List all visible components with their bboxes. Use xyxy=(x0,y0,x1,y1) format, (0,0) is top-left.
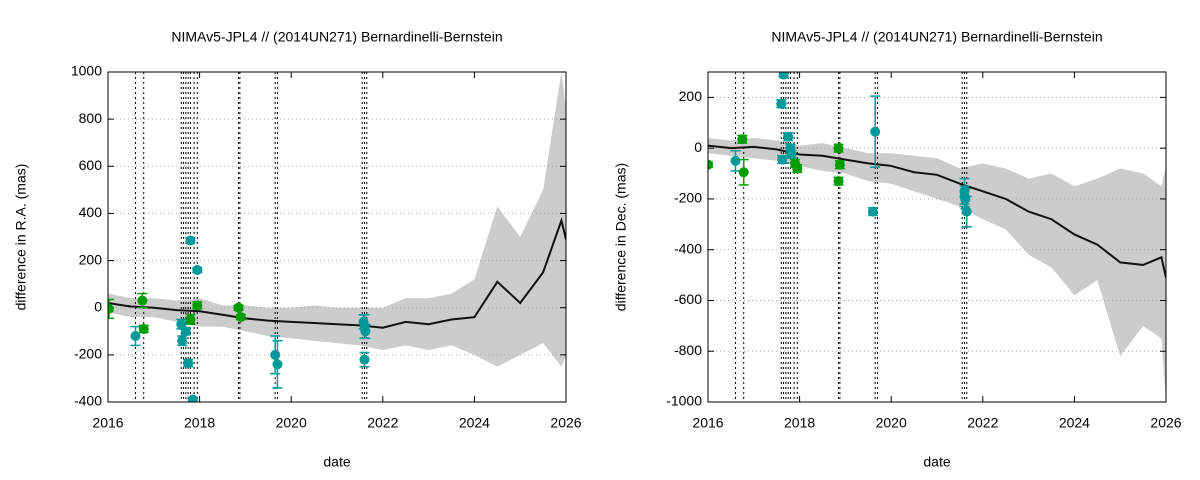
observation-point xyxy=(867,206,878,217)
observation-point xyxy=(233,302,244,313)
y-tick-label: 400 xyxy=(79,204,103,220)
y-tick-label: -800 xyxy=(674,342,702,358)
observation-point xyxy=(272,359,283,370)
y-tick-label: -400 xyxy=(674,240,702,256)
observation-point xyxy=(108,303,114,314)
x-tick-label: 2018 xyxy=(184,415,215,431)
observation-point xyxy=(778,72,789,80)
x-tick-label: 2022 xyxy=(967,415,998,431)
x-tick-label: 2024 xyxy=(459,415,490,431)
x-tick-label: 2016 xyxy=(92,415,123,431)
y-tick-label: 600 xyxy=(79,157,103,173)
x-tick-label: 2020 xyxy=(276,415,307,431)
observation-point xyxy=(177,335,188,346)
y-tick-label: 200 xyxy=(79,251,103,267)
y-tick-label: 800 xyxy=(79,110,103,126)
observation-point xyxy=(176,319,187,330)
observation-point xyxy=(270,349,281,360)
observation-point xyxy=(738,167,749,178)
observation-point xyxy=(960,193,971,204)
panel: NIMAv5-JPL4 // (2014UN271) Bernardinelli… xyxy=(13,29,582,470)
observation-point xyxy=(360,326,371,337)
y-tick-label: 0 xyxy=(694,139,702,155)
observation-point xyxy=(792,163,803,174)
observation-point xyxy=(783,131,794,142)
observation-point xyxy=(359,354,370,365)
observation-point xyxy=(786,149,797,160)
observation-point xyxy=(183,358,194,369)
x-tick-label: 2020 xyxy=(876,415,907,431)
observation-point xyxy=(137,295,148,306)
observation-point xyxy=(192,300,203,311)
y-tick-label: -600 xyxy=(674,291,702,307)
y-axis-label: difference in R.A. (mas) xyxy=(13,164,29,311)
observation-point xyxy=(870,126,881,137)
observation-point xyxy=(187,394,198,402)
model-line xyxy=(108,216,566,329)
x-tick-label: 2016 xyxy=(692,415,723,431)
observation-point xyxy=(358,316,369,327)
observation-point xyxy=(235,312,246,323)
observation-point xyxy=(185,235,196,246)
observation-point xyxy=(180,326,191,337)
plot-frame xyxy=(107,71,567,403)
observation-point xyxy=(130,331,141,341)
y-axis-label: difference in Dec. (mas) xyxy=(613,163,629,311)
observation-point xyxy=(833,176,844,187)
chart-title: NIMAv5-JPL4 // (2014UN271) Bernardinelli… xyxy=(771,29,1102,45)
x-axis-label: date xyxy=(923,454,950,470)
observation-point xyxy=(833,143,844,154)
y-tick-label: 200 xyxy=(679,88,703,104)
y-tick-label: 1000 xyxy=(71,63,102,79)
panel: NIMAv5-JPL4 // (2014UN271) Bernardinelli… xyxy=(613,29,1182,470)
y-tick-label: -200 xyxy=(74,346,102,362)
y-tick-label: 0 xyxy=(94,298,102,314)
observation-point xyxy=(192,265,203,275)
chart-title: NIMAv5-JPL4 // (2014UN271) Bernardinelli… xyxy=(171,29,502,45)
observation-point xyxy=(730,155,741,166)
observation-point xyxy=(834,159,845,170)
x-tick-label: 2026 xyxy=(550,415,581,431)
observation-point xyxy=(777,154,788,165)
plot-frame xyxy=(707,71,1167,403)
observation-point xyxy=(185,314,196,325)
observation-point xyxy=(737,134,748,145)
observation-point xyxy=(961,206,972,217)
x-axis-label: date xyxy=(323,454,350,470)
observation-point xyxy=(776,98,787,109)
x-tick-label: 2024 xyxy=(1059,415,1090,431)
x-tick-label: 2026 xyxy=(1150,415,1181,431)
observation-point xyxy=(138,323,149,334)
observation-point xyxy=(708,159,713,170)
uncertainty-band xyxy=(708,138,1166,402)
x-tick-label: 2018 xyxy=(784,415,815,431)
x-tick-label: 2022 xyxy=(367,415,398,431)
y-tick-label: -400 xyxy=(74,393,102,409)
y-tick-label: -200 xyxy=(674,190,702,206)
y-tick-label: -1000 xyxy=(666,393,702,409)
